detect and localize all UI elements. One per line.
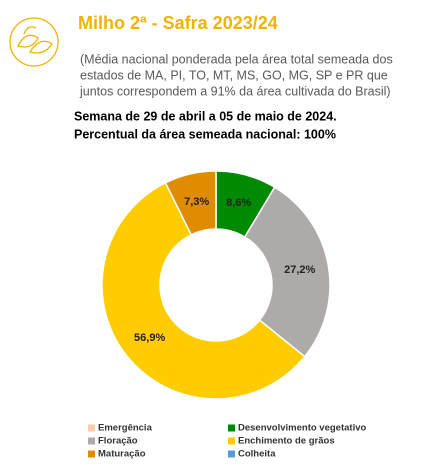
legend-label: Desenvolvimento vegetativo [238, 423, 366, 434]
share: Percentual da área semeada nacional: 100… [74, 127, 336, 141]
legend-swatch [88, 424, 95, 432]
donut-segment [243, 186, 331, 358]
legend-label: Colheita [238, 449, 276, 460]
week: Semana de 29 de abril a 05 de maio de 20… [74, 109, 337, 123]
donut-segment [101, 181, 306, 400]
legend-label: Emergência [98, 423, 153, 434]
legend-swatch [228, 424, 235, 432]
legend-swatch [228, 450, 235, 458]
subtitle: estados de MA, PI, TO, MT, MS, GO, MG, S… [80, 68, 388, 82]
value-label: 56,9% [134, 332, 165, 344]
legend-swatch [88, 450, 95, 458]
legend-label: Maturação [98, 449, 146, 460]
donut-segment [164, 170, 217, 236]
logo [9, 17, 59, 67]
legend-label: Enchimento de grãos [238, 436, 335, 447]
legend-swatch [88, 437, 95, 445]
title: Milho 2ª - Safra 2023/24 [78, 13, 278, 33]
subtitle: juntos correspondem a 91% da área cultiv… [79, 84, 391, 98]
subtitle: (Média nacional ponderada pela área tota… [80, 52, 393, 66]
value-label: 27,2% [284, 264, 315, 276]
legend-label: Floração [98, 436, 138, 447]
value-label: 7,3% [184, 196, 209, 208]
legend-swatch [228, 437, 235, 445]
value-label: 8,6% [226, 197, 251, 209]
